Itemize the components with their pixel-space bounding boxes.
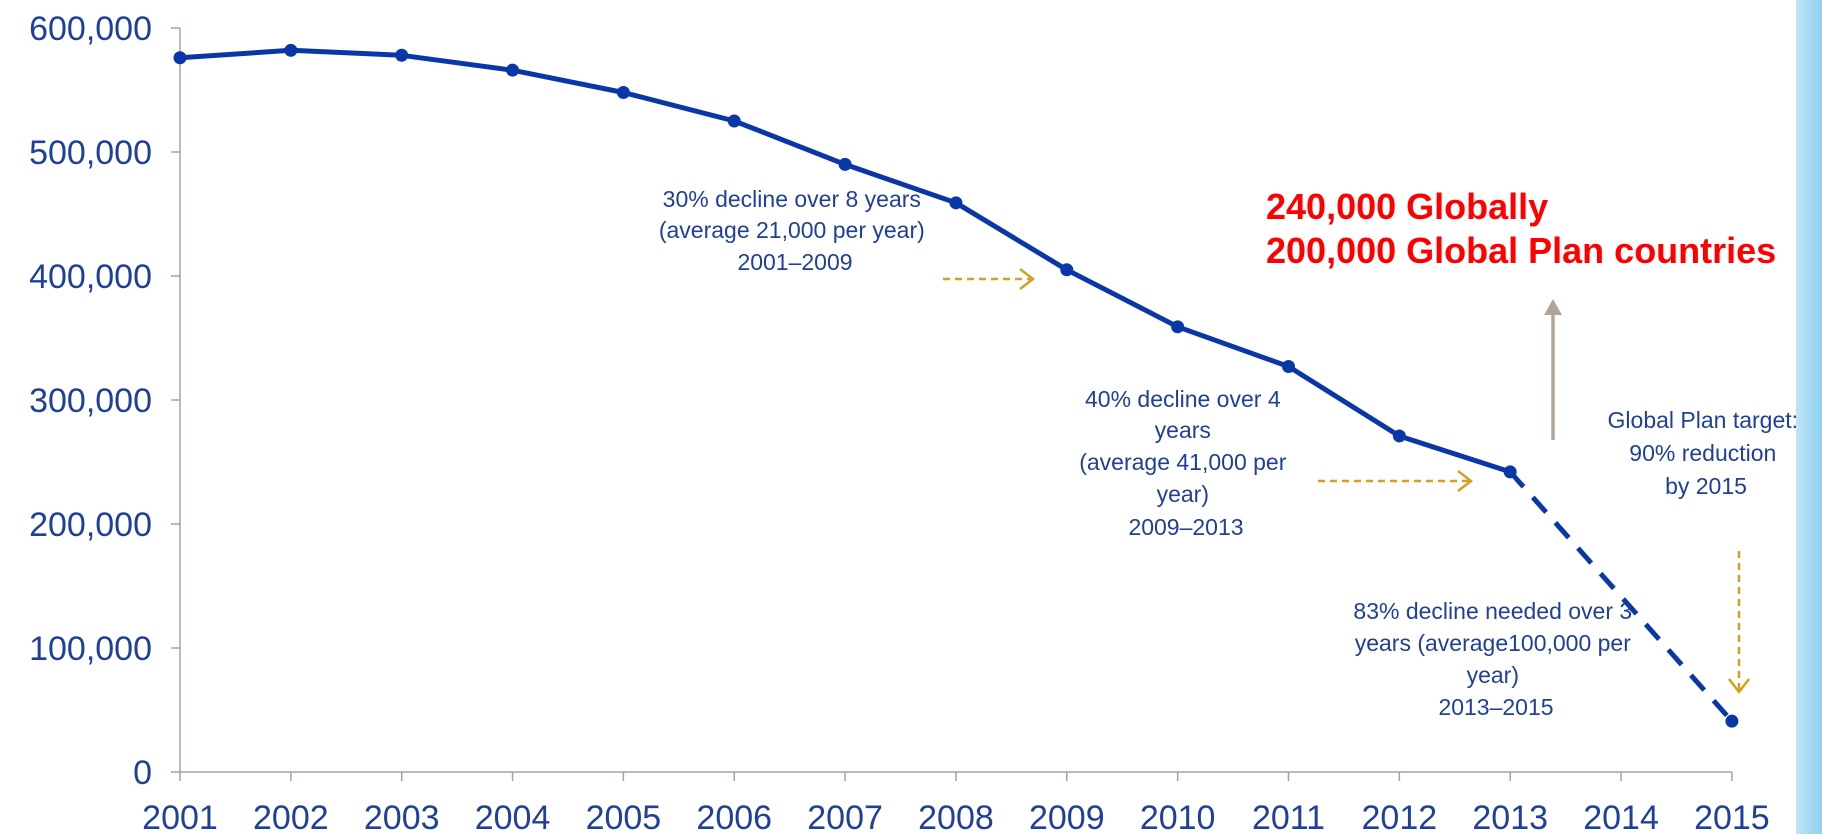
- data-point: [1392, 429, 1406, 443]
- headline-totals: 240,000 Globally 200,000 Global Plan cou…: [1266, 186, 1776, 271]
- x-tick-label: 2004: [475, 799, 551, 834]
- data-point: [727, 114, 741, 128]
- y-tick-label: 0: [133, 754, 152, 792]
- y-tick-label: 600,000: [29, 10, 152, 48]
- x-tick-label: 2008: [918, 799, 994, 834]
- x-tick-label: 2015: [1694, 799, 1770, 834]
- chart-axes: [179, 28, 1732, 773]
- series-points: [173, 43, 1739, 728]
- x-tick-label: 2010: [1140, 799, 1216, 834]
- x-tick-label: 2005: [586, 799, 662, 834]
- y-tick-label: 500,000: [29, 134, 152, 172]
- data-point: [1171, 320, 1185, 334]
- x-tick-label: 2014: [1583, 799, 1659, 834]
- x-tick-label: 2013: [1472, 799, 1548, 834]
- x-tick-label: 2009: [1029, 799, 1105, 834]
- data-point: [1282, 360, 1295, 374]
- data-point: [1060, 263, 1074, 277]
- annotation-decline-2001-2009: 30% decline over 8 years (average 21,000…: [659, 186, 931, 275]
- y-axis-ticks: 0 100,000 200,000 300,000 400,000 500,000 600,…: [29, 10, 180, 792]
- x-tick-label: 2011: [1252, 799, 1325, 834]
- x-tick-label: 2006: [696, 799, 772, 834]
- data-point: [173, 51, 187, 65]
- data-point: [838, 157, 852, 171]
- projection-line: [1508, 470, 1734, 723]
- data-point: [506, 63, 520, 77]
- x-tick-label: 2012: [1362, 799, 1438, 834]
- y-tick-label: 200,000: [29, 506, 152, 544]
- side-decoration-panel: [1796, 0, 1822, 834]
- x-tick-label: 2002: [253, 799, 329, 834]
- y-tick-label: 400,000: [29, 258, 152, 296]
- annotation-decline-2009-2013: 40% decline over 4 years (average 41,000…: [1079, 386, 1293, 540]
- y-tick-label: 300,000: [29, 382, 152, 420]
- data-point: [1503, 465, 1517, 479]
- arrow-2012-2013-head: [1457, 470, 1474, 492]
- annotation-target: Global Plan target: 90% reduction by 201…: [1608, 407, 1805, 499]
- data-point: [284, 43, 298, 57]
- x-tick-label: 2003: [364, 799, 440, 834]
- arrows: [943, 268, 1750, 695]
- x-tick-label: 2007: [807, 799, 883, 834]
- data-point: [949, 196, 963, 210]
- arrow-2008-2009-head: [1019, 268, 1036, 290]
- data-point: [616, 85, 630, 99]
- annotation-decline-2013-2015: 83% decline needed over 3 years (average…: [1353, 598, 1638, 720]
- y-tick-label: 100,000: [29, 630, 152, 668]
- data-point: [395, 48, 409, 62]
- x-axis-ticks: 2001 2002 2003 2004 2005 2006 2007 2008 2009 2010…: [142, 772, 1770, 837]
- data-point: [1725, 714, 1739, 728]
- arrow-up-gray-head: [1544, 299, 1562, 315]
- x-tick-label: 2001: [142, 799, 218, 834]
- arrow-target-head: [1728, 678, 1750, 695]
